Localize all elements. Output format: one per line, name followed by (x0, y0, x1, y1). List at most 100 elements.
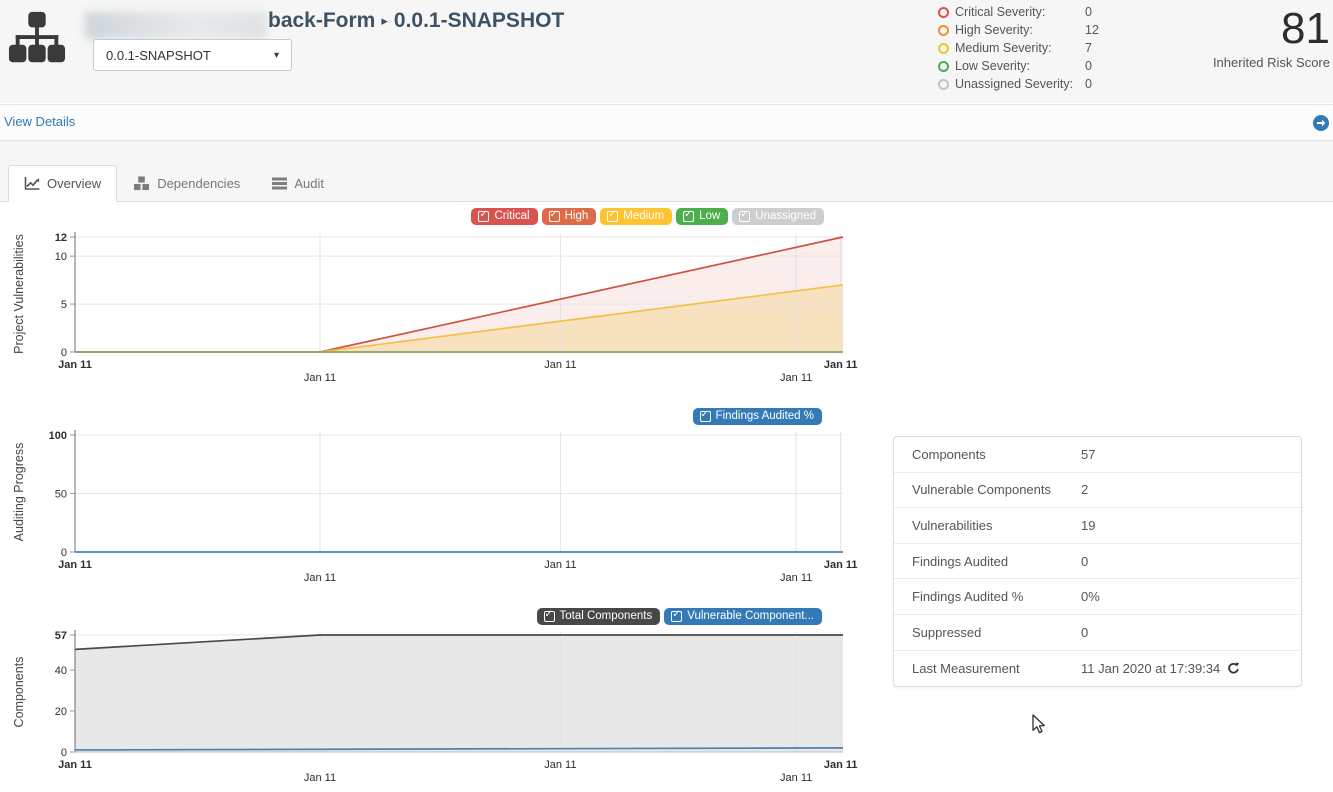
tab-overview[interactable]: Overview (8, 165, 118, 202)
severity-label: Unassigned Severity: (955, 77, 1074, 91)
svg-text:5: 5 (61, 299, 67, 311)
severity-label: Low Severity: (955, 59, 1031, 73)
svg-text:Jan 11: Jan 11 (304, 572, 336, 584)
stat-row-suppressed: Suppressed 0 (894, 615, 1301, 651)
legend-unassigned-button[interactable]: Unassigned (732, 208, 824, 225)
checkbox-checked-icon (548, 209, 560, 222)
redacted-project-name (85, 12, 267, 39)
inherited-risk-score: 81 Inherited Risk Score (1212, 4, 1330, 71)
svg-text:10: 10 (55, 251, 67, 263)
checkbox-checked-icon (543, 609, 555, 622)
low-ring-icon (938, 60, 949, 72)
stat-row-vulnerable-components: Vulnerable Components 2 (894, 473, 1301, 509)
severity-label: High Severity: (955, 23, 1033, 37)
severity-value: 0 (1085, 5, 1092, 19)
checkbox-checked-icon (739, 209, 751, 222)
stat-row-components: Components 57 (894, 437, 1301, 473)
checkbox-checked-icon (478, 209, 490, 222)
list-icon (272, 177, 288, 190)
legend-high-button[interactable]: High (541, 208, 597, 225)
tab-bar: Overview Dependencies Audit (0, 141, 1333, 202)
severity-value: 12 (1085, 23, 1099, 37)
severity-value: 0 (1085, 59, 1092, 73)
svg-text:Jan 11: Jan 11 (304, 372, 336, 384)
stat-row-findings-audited-pct: Findings Audited % 0% (894, 579, 1301, 615)
svg-text:Jan 11: Jan 11 (824, 759, 858, 771)
legend-vulnerable-components-button[interactable]: Vulnerable Component... (664, 608, 822, 625)
svg-text:20: 20 (55, 706, 67, 718)
unassigned-ring-icon (938, 78, 949, 90)
severity-summary: Critical Severity: 0 High Severity: 12 M… (938, 3, 1188, 93)
breadcrumb-separator-icon: ▸ (381, 13, 388, 28)
legend-findings-audited-button[interactable]: Findings Audited % (692, 408, 822, 425)
svg-text:40: 40 (55, 665, 67, 677)
high-ring-icon (938, 24, 949, 36)
checkbox-checked-icon (607, 209, 619, 222)
severity-row-critical: Critical Severity: 0 (938, 3, 1188, 21)
svg-text:Jan 11: Jan 11 (824, 359, 858, 371)
svg-text:Jan 11: Jan 11 (780, 572, 812, 584)
line-chart-icon (24, 177, 40, 190)
svg-text:100: 100 (49, 430, 67, 442)
legend-medium-button[interactable]: Medium (600, 208, 673, 225)
caret-down-icon: ▾ (273, 49, 279, 61)
svg-text:0: 0 (61, 747, 67, 759)
svg-text:Jan 11: Jan 11 (304, 772, 336, 784)
view-details-bar: View Details (0, 104, 1333, 141)
svg-text:12: 12 (55, 232, 67, 244)
severity-label: Medium Severity: (955, 41, 1052, 55)
checkbox-checked-icon (671, 609, 683, 622)
tab-audit[interactable]: Audit (256, 165, 340, 202)
severity-row-medium: Medium Severity: 7 (938, 39, 1188, 57)
severity-label: Critical Severity: (955, 5, 1046, 19)
svg-text:Jan 11: Jan 11 (58, 559, 92, 571)
auditing-progress-chart: 0 50 100 Jan 11 Jan 11 Jan 11 Jan 11 Jan 11 (49, 430, 858, 584)
svg-text:Jan 11: Jan 11 (780, 372, 812, 384)
severity-row-low: Low Severity: 0 (938, 57, 1188, 75)
project-name: back-Form (268, 9, 376, 32)
version-dropdown[interactable]: 0.0.1-SNAPSHOT ▾ (93, 39, 292, 71)
tab-dependencies[interactable]: Dependencies (117, 165, 256, 202)
tab-label: Dependencies (157, 176, 241, 191)
svg-text:0: 0 (61, 347, 67, 359)
arrow-circle-right-icon[interactable] (1313, 115, 1329, 131)
stat-row-findings-audited: Findings Audited 0 (894, 544, 1301, 580)
risk-score-value: 81 (1281, 4, 1330, 53)
svg-text:57: 57 (55, 630, 67, 642)
components-chart: 0 20 40 57 Jan 11 Jan 11 Jan 11 Jan 11 Jan 11 (55, 630, 858, 784)
project-version: 0.0.1-SNAPSHOT (393, 9, 565, 32)
vulnerabilities-chart-legend: Critical High Medium Low Unassigned (471, 208, 824, 225)
svg-text:Jan 11: Jan 11 (544, 559, 576, 571)
svg-text:Jan 11: Jan 11 (824, 559, 858, 571)
legend-total-components-button[interactable]: Total Components (536, 608, 661, 625)
view-details-link[interactable]: View Details (4, 114, 76, 129)
tab-label: Audit (294, 176, 324, 191)
overview-panel: Critical High Medium Low Unassigned Proj… (0, 202, 1333, 792)
page-title: back-Form ▸ 0.0.1-SNAPSHOT (268, 9, 564, 33)
checkbox-checked-icon (683, 209, 695, 222)
tab-label: Overview (47, 176, 102, 191)
checkbox-checked-icon (699, 409, 711, 422)
stat-row-vulnerabilities: Vulnerabilities 19 (894, 508, 1301, 544)
legend-critical-button[interactable]: Critical (471, 208, 538, 225)
svg-text:Jan 11: Jan 11 (58, 359, 92, 371)
svg-text:Jan 11: Jan 11 (58, 759, 92, 771)
components-chart-legend: Total Components Vulnerable Component... (536, 608, 822, 625)
auditing-chart-legend: Findings Audited % (692, 408, 822, 425)
stat-row-last-measurement: Last Measurement 11 Jan 2020 at 17:39:34 (894, 651, 1301, 687)
svg-text:Jan 11: Jan 11 (544, 759, 576, 771)
project-vulnerabilities-chart: 0 5 10 12 Jan 11 Jan 11 Jan 11 Jan 11 Jan 11 (55, 232, 858, 384)
svg-text:50: 50 (55, 489, 67, 501)
project-stats-card: Components 57 Vulnerable Components 2 Vu… (893, 436, 1302, 688)
project-header: back-Form ▸ 0.0.1-SNAPSHOT 0.0.1-SNAPSHOT … (0, 0, 1333, 103)
legend-low-button[interactable]: Low (676, 208, 729, 225)
refresh-icon[interactable] (1227, 662, 1240, 675)
critical-ring-icon (938, 6, 949, 18)
risk-score-label: Inherited Risk Score (1212, 55, 1330, 70)
svg-text:Jan 11: Jan 11 (544, 359, 576, 371)
severity-row-high: High Severity: 12 (938, 21, 1188, 39)
cubes-icon (134, 176, 150, 191)
svg-text:Jan 11: Jan 11 (780, 772, 812, 784)
severity-row-unassigned: Unassigned Severity: 0 (938, 75, 1188, 93)
